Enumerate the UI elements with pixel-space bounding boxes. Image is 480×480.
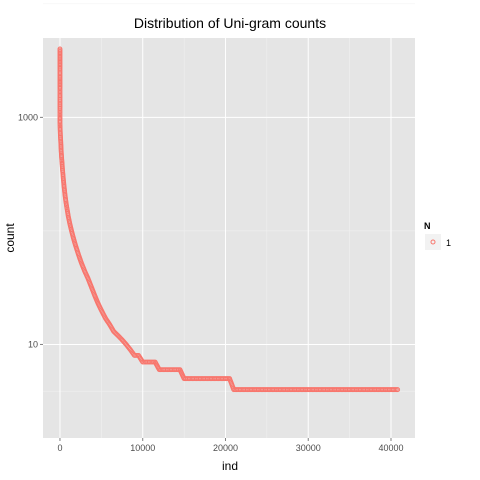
x-axis-title: ind: [222, 459, 238, 473]
y-tick-label: 1000: [18, 112, 38, 122]
y-axis-title: count: [3, 223, 17, 253]
legend: N 1: [424, 221, 451, 250]
chart-title: Distribution of Uni-gram counts: [134, 15, 326, 31]
x-tick-label: 20000: [213, 443, 238, 453]
x-tick-label: 0: [57, 443, 62, 453]
legend-label: 1: [446, 238, 451, 248]
legend-key: [425, 234, 441, 250]
x-tick-label: 30000: [296, 443, 321, 453]
y-tick-label: 10: [28, 339, 38, 349]
legend-title: N: [424, 221, 431, 231]
x-tick-label: 40000: [378, 443, 403, 453]
x-tick-label: 10000: [130, 443, 155, 453]
